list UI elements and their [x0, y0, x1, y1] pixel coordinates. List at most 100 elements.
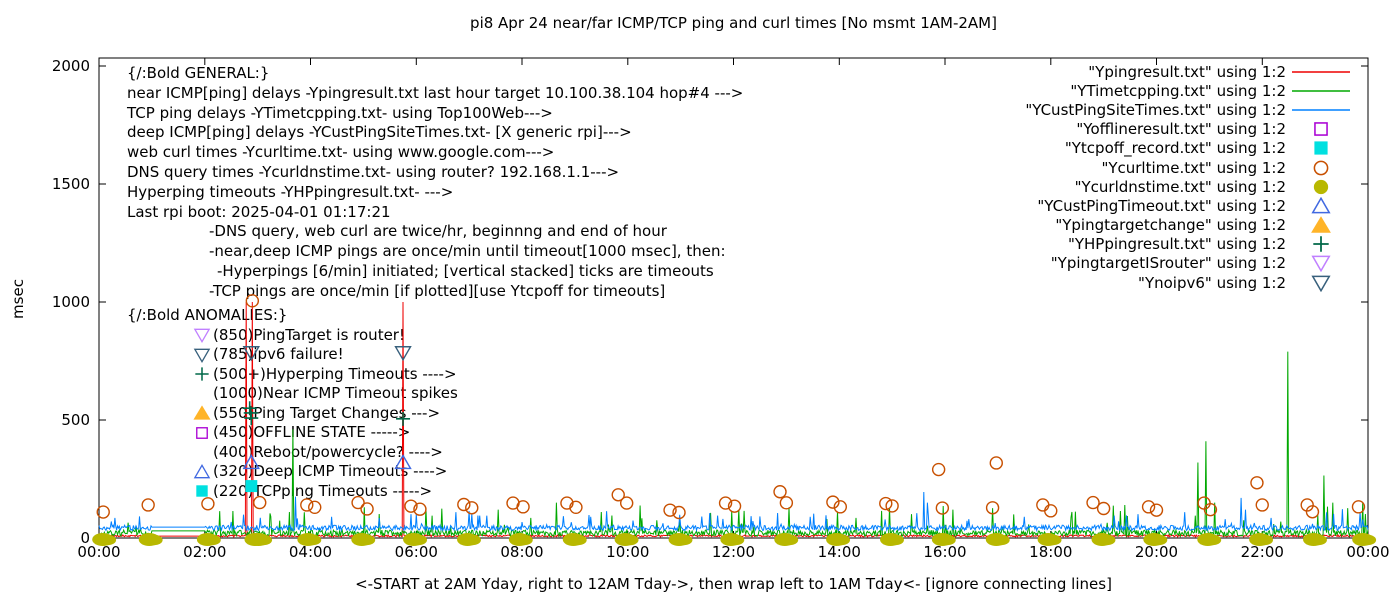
- marker-circle-open: [413, 502, 427, 516]
- blob-icon: [621, 534, 639, 546]
- legend-label: "YTimetcpping.txt" using 1:2: [1070, 81, 1286, 100]
- circle-open-icon: [1250, 476, 1264, 490]
- marker-circle-open: [506, 496, 520, 510]
- legend-sample: [1313, 236, 1329, 252]
- x-tick-label: 22:00: [1241, 543, 1284, 561]
- circle-open-icon: [96, 505, 110, 519]
- marker-blob: [727, 534, 745, 546]
- marker-blob: [138, 533, 160, 546]
- blob-icon: [727, 534, 745, 546]
- legend-sample: [1311, 196, 1331, 214]
- circle-open-icon: [1036, 498, 1050, 512]
- circle-open-icon: [1044, 504, 1058, 518]
- marker-circle-open: [985, 501, 1000, 515]
- x-tick-label: 00:00: [1346, 543, 1389, 561]
- general-note-line: -DNS query, web curl are twice/hr, begin…: [209, 222, 667, 241]
- circle-open-icon: [985, 501, 1000, 515]
- marker-blob: [614, 533, 636, 546]
- legend-row: "Yofflineresult.txt" using 1:2: [988, 120, 1354, 139]
- circle-open-icon: [833, 500, 848, 514]
- tri-up-open-bullet-icon: [193, 463, 211, 479]
- x-tick-label: 02:00: [183, 543, 226, 561]
- blob-icon: [562, 533, 584, 546]
- marker-tri-up-open: [193, 463, 211, 479]
- legend-label: "Ypingresult.txt" using 1:2: [1088, 62, 1286, 81]
- marker-blob: [403, 533, 425, 546]
- square-filled-icon: [1314, 141, 1328, 155]
- circle-open-icon: [1096, 501, 1111, 516]
- general-note-line: -TCP pings are once/min [if plotted][use…: [209, 281, 666, 300]
- marker-blob: [992, 534, 1010, 546]
- marker-blob: [562, 533, 584, 546]
- x-axis-label: <-START at 2AM Yday, right to 12AM Tday-…: [355, 575, 1112, 593]
- blob-icon: [464, 534, 481, 546]
- circle-open-icon: [989, 456, 1003, 470]
- blob-icon: [403, 533, 425, 546]
- marker-circle-open: [404, 499, 418, 513]
- blob-icon: [1359, 534, 1377, 546]
- blob-icon: [255, 534, 273, 546]
- square-open-bullet-icon: [196, 426, 208, 439]
- marker-blob: [833, 534, 851, 546]
- blob-icon: [781, 534, 799, 546]
- legend-sample: [1311, 216, 1331, 233]
- plus-bullet-icon: [195, 367, 209, 381]
- marker-blob: [569, 534, 587, 546]
- no-bullet-icon: [193, 385, 211, 403]
- circle-open-icon: [935, 501, 950, 515]
- legend-row: "YTimetcpping.txt" using 1:2: [988, 81, 1354, 100]
- general-note-line: {/:Bold GENERAL:}: [127, 64, 270, 82]
- circle-open-icon: [663, 503, 677, 517]
- legend-sample: [1292, 90, 1350, 92]
- anomaly-note-text: (320)Deep ICMP Timeouts ---->: [213, 462, 448, 480]
- marker-circle-open: [1203, 502, 1218, 517]
- blob-icon: [508, 533, 530, 546]
- general-note-line: -Hyperpings [6/min] initiated; [vertical…: [217, 261, 714, 280]
- marker-blob: [251, 534, 269, 546]
- legend-label: "Ytcpoff_record.txt" using 1:2: [1064, 139, 1286, 158]
- y-tick-label: 0: [80, 529, 90, 547]
- circle-open-icon: [569, 500, 583, 515]
- circle-open-icon: [1313, 160, 1329, 175]
- marker-blob: [145, 534, 163, 546]
- anomaly-note-text: (1000)Near ICMP Timeout spikes: [213, 384, 458, 402]
- circle-open-icon: [516, 500, 530, 514]
- y-tick-label: 1500: [52, 175, 90, 193]
- marker-circle-open: [1300, 498, 1314, 512]
- general-note-line: -near,deep ICMP pings are once/min until…: [209, 242, 726, 261]
- tri-down-open-bullet-icon: [193, 348, 211, 363]
- chart-legend: "Ypingresult.txt" using 1:2 "YTimetcpping…: [988, 62, 1354, 292]
- blob-icon: [203, 534, 221, 546]
- blob-icon: [138, 533, 160, 546]
- blob-icon: [304, 534, 322, 546]
- blob-icon: [1352, 533, 1374, 546]
- marker-blob: [410, 534, 428, 546]
- marker-circle-open: [569, 500, 583, 515]
- blob-icon: [410, 534, 428, 546]
- circle-open-icon: [413, 502, 427, 516]
- legend-label: "Ynoipv6" using 1:2: [1138, 273, 1286, 292]
- circle-open-icon: [1197, 496, 1211, 510]
- marker-blob: [508, 533, 530, 546]
- plus-icon: [195, 367, 209, 381]
- marker-blob: [880, 533, 902, 546]
- marker-circle-open: [885, 499, 899, 513]
- circle-open-icon: [718, 496, 733, 510]
- blob-icon: [196, 533, 218, 546]
- square-open-icon: [1314, 122, 1328, 136]
- blob-icon: [1204, 534, 1222, 546]
- marker-circle-filled: [1313, 179, 1329, 194]
- triangle-down-icon: [193, 348, 211, 363]
- chart-title: pi8 Apr 24 near/far ICMP/TCP ping and cu…: [470, 14, 997, 32]
- anomaly-note-line: (850)PingTarget is router!: [193, 326, 458, 346]
- marker-blob: [1352, 533, 1374, 546]
- triangle-down-icon: [193, 328, 211, 344]
- anomaly-note-line: (320)Deep ICMP Timeouts ---->: [193, 462, 458, 482]
- y-tick-label: 500: [61, 411, 90, 429]
- general-note-line: DNS query times -Ycurldnstime.txt- using…: [127, 162, 620, 181]
- y-axis-label: msec: [9, 279, 27, 319]
- legend-row: "YpingtargetISrouter" using 1:2: [988, 254, 1354, 273]
- marker-blob: [1249, 533, 1271, 546]
- anomaly-note-text: (550)Ping Target Changes --->: [213, 403, 441, 422]
- triangle-up-icon: [1311, 196, 1331, 214]
